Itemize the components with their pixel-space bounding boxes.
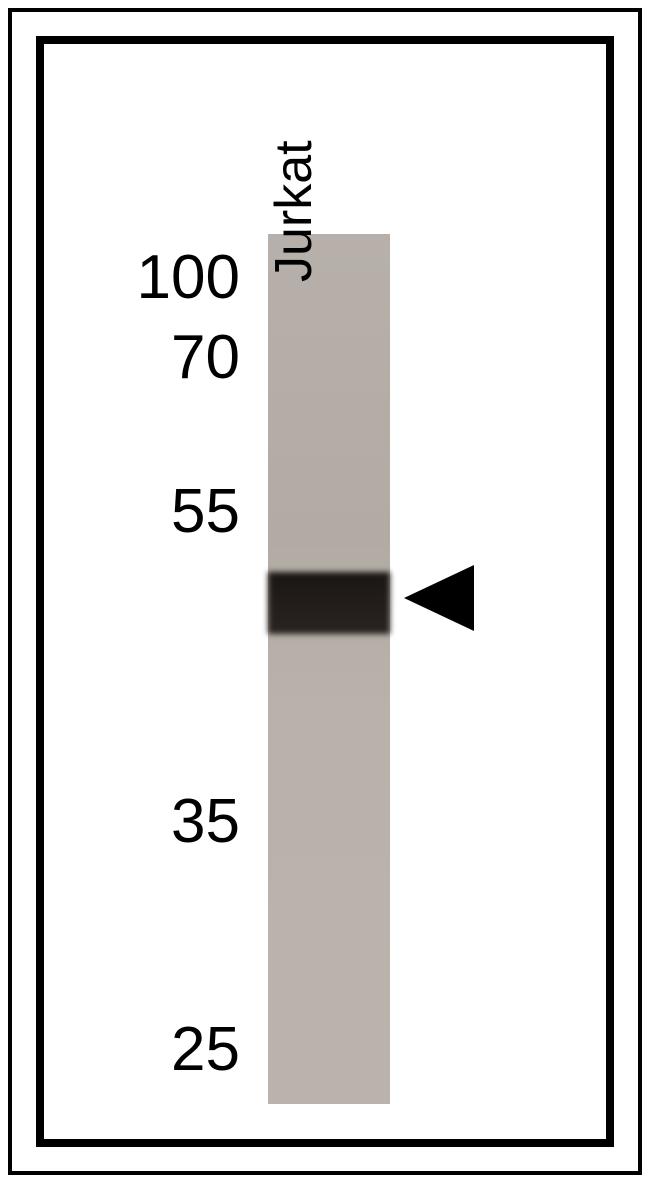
mw-text: 70 — [171, 323, 240, 392]
protein-band — [268, 572, 390, 634]
mw-label-100: 100 — [0, 247, 240, 309]
mw-label-35: 35 — [0, 791, 240, 853]
mw-label-70: 70 — [0, 327, 240, 389]
blot-lane — [268, 234, 390, 1104]
mw-text: 35 — [171, 787, 240, 856]
lane-label-text: Jurkat — [265, 140, 323, 282]
mw-label-25: 25 — [0, 1019, 240, 1081]
mw-text: 55 — [171, 477, 240, 546]
mw-label-55: 55 — [0, 481, 240, 543]
mw-text: 25 — [171, 1015, 240, 1084]
lane-label: Jurkat — [268, 140, 320, 282]
band-arrow-icon — [404, 565, 474, 631]
mw-text: 100 — [137, 243, 240, 312]
